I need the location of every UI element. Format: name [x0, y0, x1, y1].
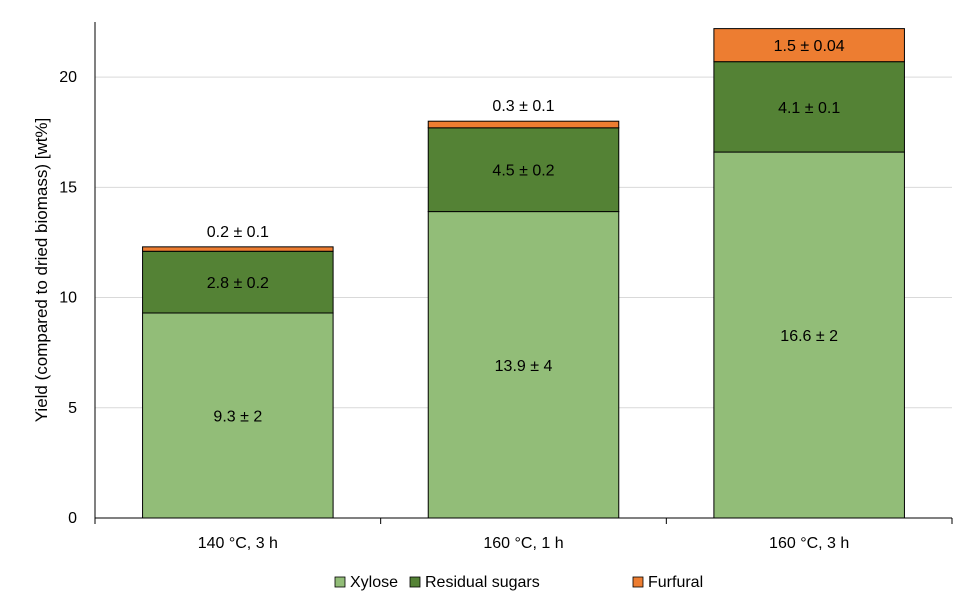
x-tick-label: 160 °C, 3 h [769, 535, 849, 552]
y-axis-label: Yield (compared to dried biomass) [wt%] [32, 118, 51, 423]
bar-segment [713, 28, 905, 63]
legend-label: Furfural [648, 574, 703, 591]
data-label: 0.3 ± 0.1 [492, 98, 554, 115]
x-tick-label: 160 °C, 1 h [483, 535, 563, 552]
bar-segment [427, 120, 620, 129]
axes: 0 5 10 15 20 140 °C, 3 h 160 °C, 1 h 160 °C, 3 … [59, 22, 953, 552]
legend-label: Residual sugars [425, 574, 540, 591]
y-tick-label: 20 [59, 69, 77, 86]
bar-segment [427, 127, 620, 213]
y-tick-label: 0 [68, 510, 77, 527]
bar-segment [713, 61, 905, 153]
bars: 9.3 ± 2 2.8 ± 0.2 0.2 ± 0.1 13.9 ± 4 4.5 ± 0… [142, 28, 905, 519]
data-label: 4.1 ± 0.1 [778, 100, 840, 117]
data-label: 9.3 ± 2 [213, 408, 262, 425]
bar-segment [142, 246, 334, 252]
bar-segment [427, 211, 620, 519]
bar-segment [713, 151, 905, 519]
data-label: 13.9 ± 4 [495, 358, 553, 375]
data-label: 16.6 ± 2 [780, 328, 838, 345]
y-tick-label: 15 [59, 179, 77, 196]
data-label: 1.5 ± 0.04 [774, 38, 845, 55]
bar-segment [142, 250, 334, 314]
data-label: 0.2 ± 0.1 [207, 224, 269, 241]
legend: Xylose Residual sugars Furfural [334, 574, 703, 591]
x-tick-label: 140 °C, 3 h [198, 535, 278, 552]
y-tick-label: 10 [59, 290, 77, 307]
legend-swatch [409, 576, 421, 588]
legend-swatch [632, 576, 644, 588]
legend-swatch [334, 576, 346, 588]
bar-segment [142, 312, 334, 519]
data-label: 4.5 ± 0.2 [492, 163, 554, 180]
legend-label: Xylose [350, 574, 398, 591]
data-label: 2.8 ± 0.2 [207, 275, 269, 292]
y-tick-label: 5 [68, 400, 77, 417]
